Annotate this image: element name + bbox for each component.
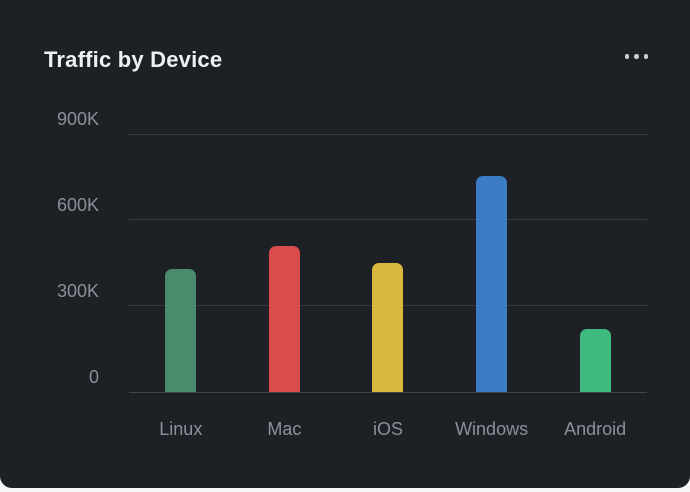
ellipsis-dot: [624, 54, 629, 59]
x-axis-category-label: Android: [564, 419, 627, 439]
x-axis-category-label: Windows: [455, 419, 529, 439]
y-axis-tick-label: 600K: [56, 195, 99, 215]
bars: [129, 134, 647, 392]
bar-slot: [233, 134, 337, 392]
bar-slot: [129, 134, 233, 392]
bar-chart-plot-area: [129, 133, 647, 393]
ellipsis-dot: [634, 54, 639, 59]
x-axis: Linux Mac iOS Windows Android: [129, 419, 647, 440]
bar-slot: [543, 134, 647, 392]
gridline: [129, 133, 647, 135]
x-axis-category-label: Mac: [267, 419, 302, 439]
bar-mac[interactable]: [268, 245, 300, 392]
bar-slot: [440, 134, 544, 392]
ellipsis-icon: [624, 54, 648, 59]
bar-windows[interactable]: [476, 175, 508, 392]
y-axis-tick-label: 0: [88, 367, 99, 387]
ellipsis-dot: [643, 54, 648, 59]
x-axis-category-label: iOS: [372, 419, 403, 439]
bar-linux[interactable]: [165, 268, 197, 392]
gridline: [129, 391, 647, 393]
card-title: Traffic by Device: [44, 47, 223, 72]
gridline: [129, 219, 647, 221]
y-axis: 900K 600K 300K 0: [40, 109, 99, 392]
bar-slot: [336, 134, 440, 392]
card-menu-button[interactable]: [621, 50, 653, 63]
y-axis-tick-label: 300K: [56, 281, 99, 301]
x-axis-category-label: Linux: [159, 419, 203, 439]
bar-android[interactable]: [579, 328, 611, 392]
bar-ios[interactable]: [372, 263, 404, 392]
y-axis-tick-label: 900K: [56, 109, 99, 129]
